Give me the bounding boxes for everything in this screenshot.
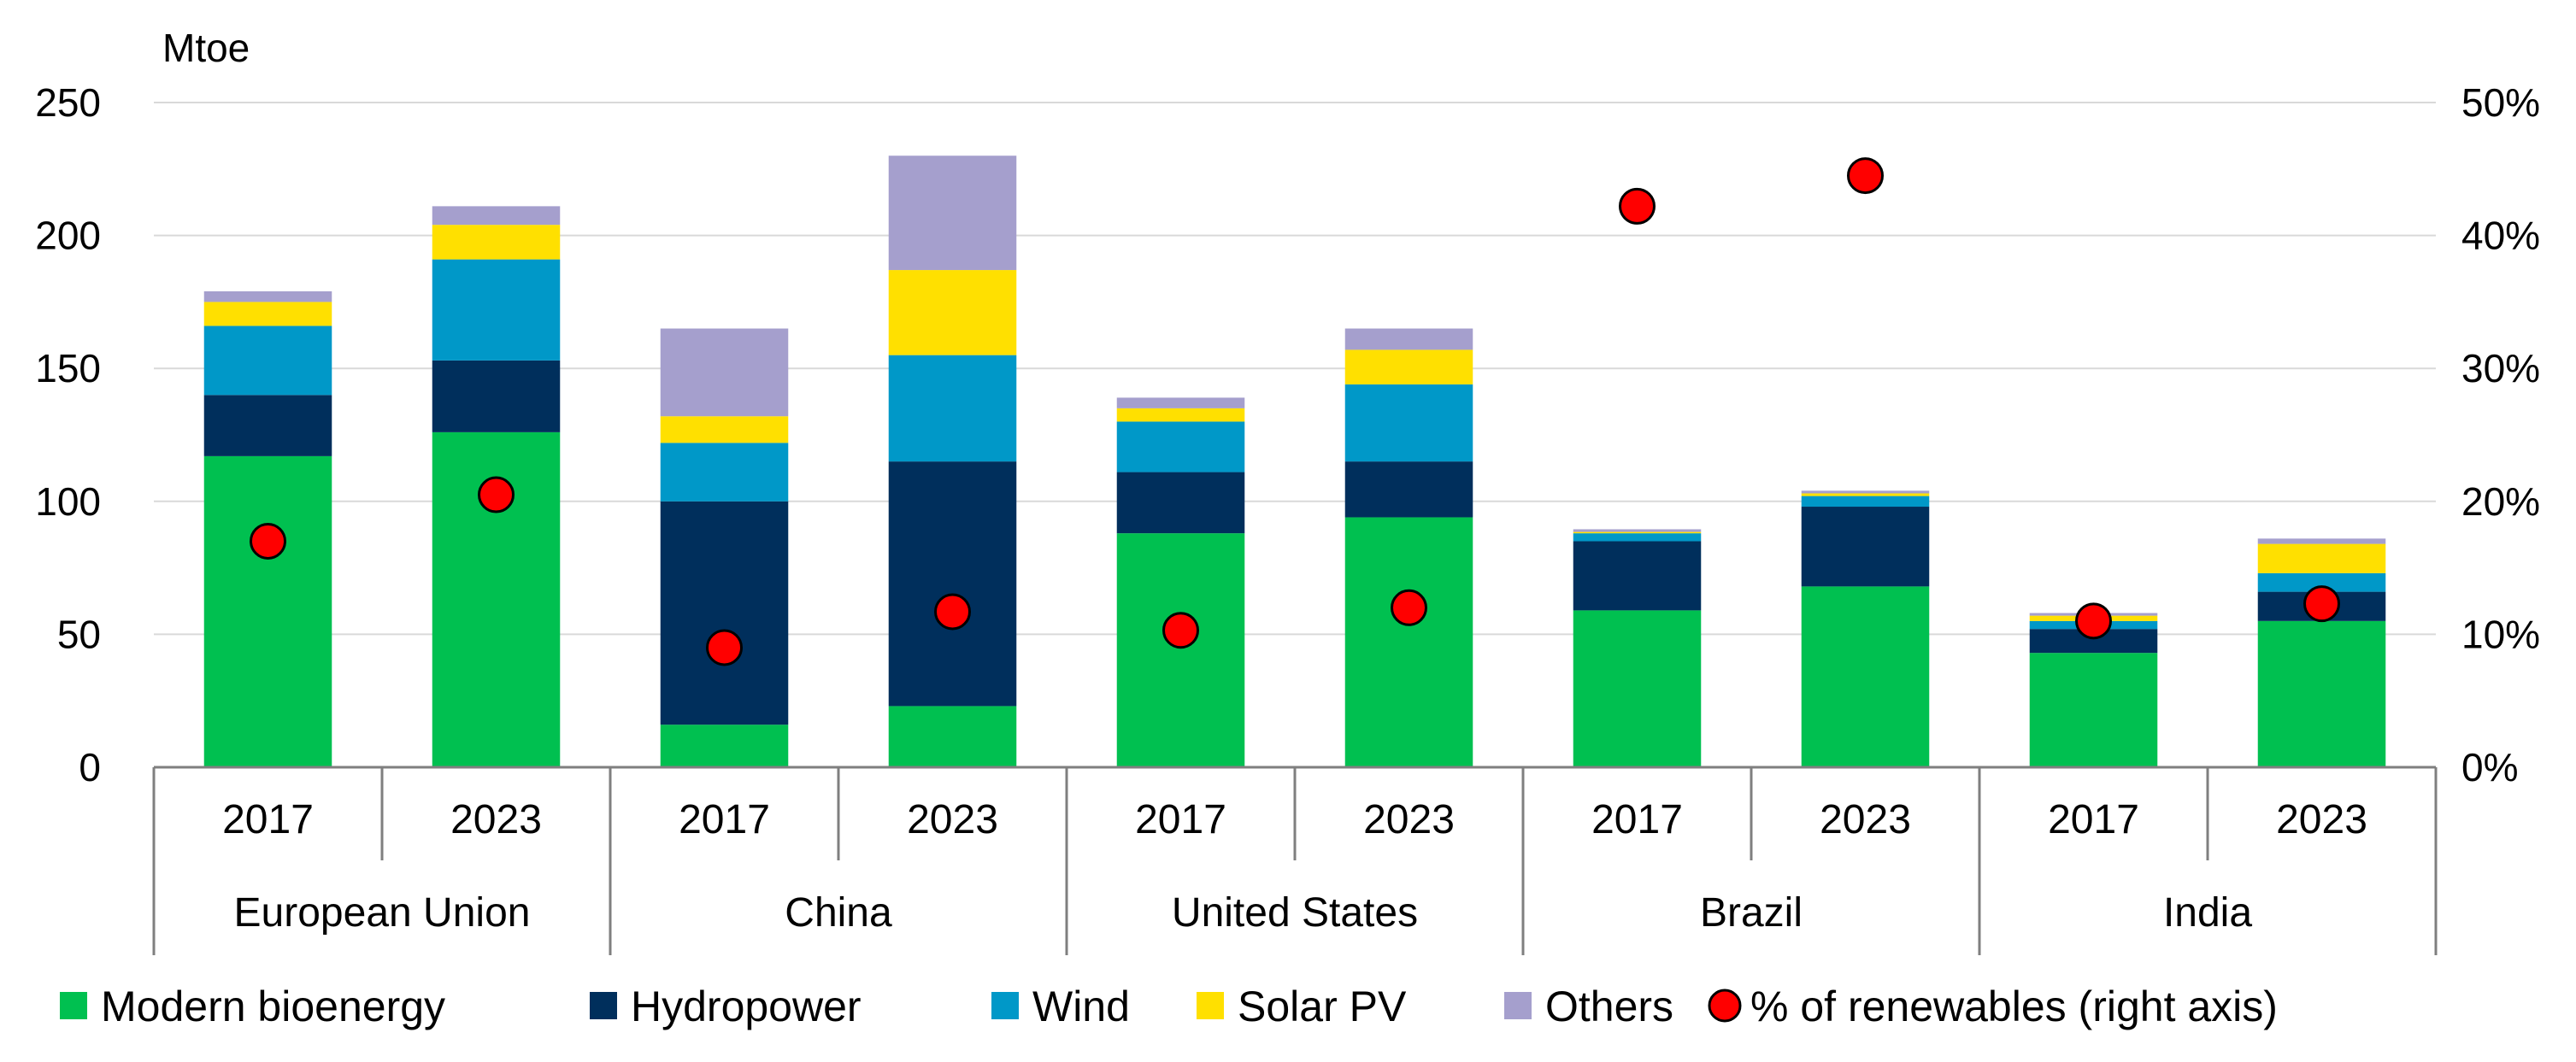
year-label: 2017 (1135, 797, 1226, 842)
year-label: 2017 (2048, 797, 2139, 842)
group-label: United States (1172, 890, 1418, 936)
bar-segment (1801, 493, 1930, 496)
bar-segment (888, 355, 1017, 462)
y-right-tick-label: 30% (2461, 346, 2540, 390)
legend-swatch (1708, 989, 1742, 1023)
renewables-share-dot (478, 476, 515, 513)
y-left-tick-label: 250 (35, 80, 101, 125)
bar-segment (2257, 572, 2386, 592)
axes: 0 50 100 150 200 250 0% 10% 20% 30% 40% 50% Mtoe 2017… (35, 26, 2540, 955)
year-label: 2017 (679, 797, 770, 842)
renewables-share-dot (706, 629, 743, 666)
year-label: 2023 (907, 797, 998, 842)
renewables-share-dot (1391, 589, 1427, 626)
bar-segment (203, 290, 332, 302)
bar-segment (1116, 397, 1245, 408)
legend-swatch (991, 992, 1019, 1019)
bar-segment (888, 270, 1017, 355)
bar-segment (432, 360, 561, 432)
bar-segment (2029, 653, 2158, 767)
y-right-tick-label: 20% (2461, 479, 2540, 524)
bar-segment (1344, 461, 1473, 518)
legend-label: Wind (1032, 983, 1130, 1030)
bar-segment (1573, 610, 1702, 767)
y-left-tick-label: 200 (35, 214, 101, 258)
legend-label: Modern bioenergy (101, 983, 445, 1030)
legend-label: Others (1545, 983, 1673, 1030)
bar-segment (432, 225, 561, 260)
bar-segment (888, 706, 1017, 767)
bar-segment (660, 725, 789, 767)
group-label: European Union (234, 890, 531, 936)
bar-segment (660, 328, 789, 417)
bar-segment (1573, 531, 1702, 534)
year-label: 2023 (2276, 797, 2367, 842)
legend-swatch (60, 992, 87, 1019)
legend-label: Hydropower (631, 983, 862, 1030)
bar-segment (1116, 472, 1245, 534)
renewables-share-dots (250, 157, 2340, 666)
year-label: 2023 (1820, 797, 1911, 842)
bar-segment (1344, 328, 1473, 350)
bar-segment (1116, 408, 1245, 422)
bar-segment (203, 302, 332, 326)
y-left-tick-label: 150 (35, 346, 101, 390)
y-left-tick-label: 100 (35, 479, 101, 524)
bar-segment (1344, 384, 1473, 462)
legend-swatch (590, 992, 617, 1019)
year-label: 2023 (1363, 797, 1455, 842)
legend: Modern bioenergy Hydropower Wind Solar PV Ot… (60, 983, 2278, 1030)
renewables-share-dot (1847, 157, 1884, 195)
bar-segment (1573, 533, 1702, 542)
bar-segment (203, 326, 332, 396)
group-label: Brazil (1700, 890, 1803, 936)
y-right-tick-label: 10% (2461, 612, 2540, 656)
bar-segment (432, 206, 561, 226)
bar-segment (203, 395, 332, 456)
bar-segment (1801, 507, 1930, 587)
year-label: 2017 (1591, 797, 1683, 842)
group-label: China (785, 890, 892, 936)
renewables-share-dot (1619, 187, 1656, 225)
y-right-tick-label: 40% (2461, 214, 2540, 258)
renewables-share-dot (1162, 612, 1199, 649)
y-right-tick-label: 50% (2461, 80, 2540, 125)
y-unit-label: Mtoe (162, 26, 250, 70)
bar-segment (1344, 517, 1473, 767)
y-left-tick-label: 0 (79, 745, 101, 789)
bar-segment (660, 501, 789, 725)
bar-segment (2257, 620, 2386, 767)
bar-segment (660, 443, 789, 502)
bar-segment (1116, 533, 1245, 767)
bar-segment (2257, 543, 2386, 573)
y-left-tick-label: 50 (57, 612, 101, 656)
legend-swatch (1504, 992, 1532, 1019)
bar-segment (2257, 538, 2386, 544)
bar-segment (1573, 529, 1702, 532)
legend-label: % of renewables (right axis) (1750, 983, 2278, 1030)
bar-segment (1573, 541, 1702, 611)
bar-segment (1116, 421, 1245, 472)
bar-segment (1801, 496, 1930, 508)
renewables-share-dot (2303, 585, 2340, 623)
legend-label: Solar PV (1238, 983, 1407, 1030)
renewables-share-dot (934, 593, 971, 631)
year-label: 2023 (450, 797, 542, 842)
bar-segment (660, 416, 789, 443)
legend-swatch (1197, 992, 1224, 1019)
renewables-share-dot (2075, 602, 2112, 640)
bar-segment (1801, 586, 1930, 767)
renewables-share-dot (250, 522, 286, 560)
bar-segment (203, 455, 332, 767)
bar-segment (432, 259, 561, 361)
bar-segment (1801, 490, 1930, 494)
year-label: 2017 (222, 797, 314, 842)
bar-segment (888, 155, 1017, 271)
bars (203, 155, 2386, 767)
bar-segment (888, 461, 1017, 707)
group-label: India (2163, 890, 2252, 936)
bar-segment (1344, 349, 1473, 384)
y-right-tick-label: 0% (2461, 745, 2518, 789)
